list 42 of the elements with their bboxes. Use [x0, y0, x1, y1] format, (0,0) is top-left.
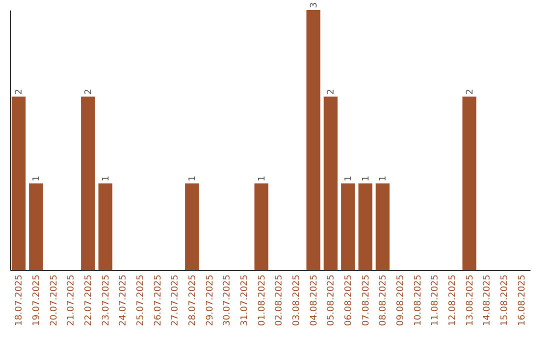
x-tick-label: 09.08.2025	[396, 274, 406, 326]
x-tick-label: 11.08.2025	[430, 274, 441, 326]
data-label: 2	[326, 88, 337, 95]
x-tick-label: 24.07.2025	[118, 274, 129, 326]
data-label: 1	[101, 176, 112, 182]
x-tick-label: 18.07.2025	[14, 274, 25, 326]
x-tick-label: 28.07.2025	[188, 274, 198, 326]
x-tick-label: 15.08.2025	[500, 274, 510, 326]
x-tick-label: 04.08.2025	[309, 274, 320, 326]
data-label: 2	[465, 88, 476, 95]
x-tick-label: 13.08.2025	[465, 274, 476, 326]
x-tick-label: 10.08.2025	[413, 274, 424, 326]
data-label: 1	[378, 176, 389, 182]
x-tick-label: 22.07.2025	[84, 274, 94, 326]
x-tick-label: 02.08.2025	[274, 274, 285, 326]
x-tick-label: 19.07.2025	[32, 274, 42, 326]
data-label: 1	[32, 176, 42, 182]
data-label: 1	[257, 176, 268, 182]
x-tick-label: 05.08.2025	[326, 274, 337, 326]
data-label: 1	[344, 176, 354, 182]
x-tick-label: 16.08.2025	[517, 274, 528, 326]
x-tick-label: 30.07.2025	[222, 274, 233, 326]
x-tick-label: 21.07.2025	[66, 274, 77, 326]
data-label: 3	[309, 2, 320, 8]
x-tick-label: 01.08.2025	[257, 274, 268, 326]
x-tick-label: 08.08.2025	[378, 274, 389, 326]
x-tick-label: 25.07.2025	[136, 274, 146, 326]
x-tick-label: 31.07.2025	[240, 274, 250, 326]
x-tick-label: 27.07.2025	[170, 274, 181, 326]
data-label: 1	[188, 176, 198, 182]
x-tick-label: 23.07.2025	[101, 274, 112, 326]
data-label: 1	[361, 176, 372, 182]
x-tick-label: 14.08.2025	[482, 274, 493, 326]
x-tick-label: 29.07.2025	[205, 274, 216, 326]
data-label: 2	[14, 88, 25, 95]
x-tick-label: 07.08.2025	[361, 274, 372, 326]
x-tick-label: 06.08.2025	[344, 274, 354, 326]
x-tick-label: 26.07.2025	[153, 274, 164, 326]
x-tick-label: 03.08.2025	[292, 274, 302, 326]
x-tick-label: 12.08.2025	[448, 274, 458, 326]
x-tick-label: 20.07.2025	[49, 274, 60, 326]
data-label: 2	[84, 88, 94, 95]
